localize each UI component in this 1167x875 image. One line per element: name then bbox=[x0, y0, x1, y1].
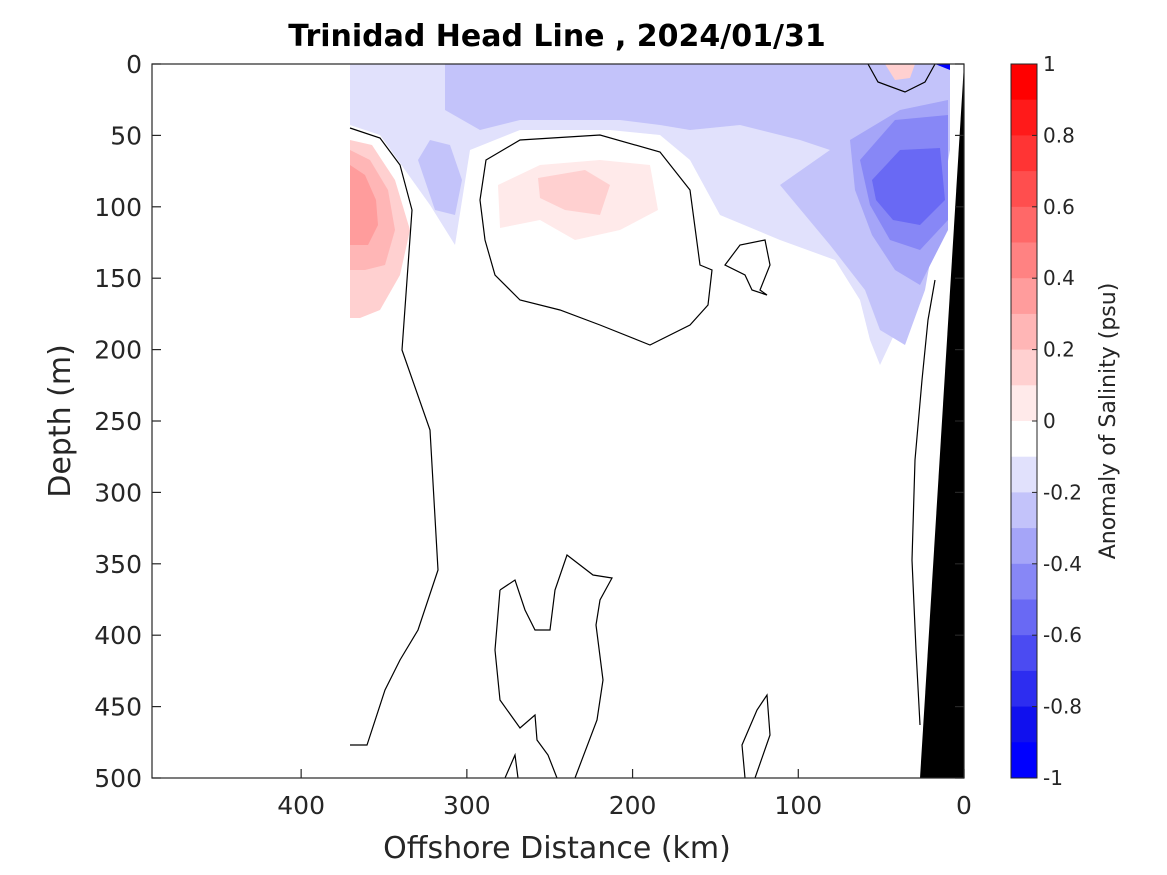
neg-anomaly-core bbox=[872, 148, 945, 225]
colorbar-segment bbox=[1011, 635, 1037, 672]
colorbar-tick-label: 0.8 bbox=[1043, 123, 1075, 147]
colorbar-segment bbox=[1011, 99, 1037, 136]
colorbar-tick-label: 1 bbox=[1043, 52, 1056, 76]
colorbar-tick-label: -0.6 bbox=[1043, 623, 1082, 647]
contour-fill-layer bbox=[350, 64, 950, 365]
colorbar-segment bbox=[1011, 742, 1037, 779]
y-tick-label: 0 bbox=[126, 50, 142, 79]
colorbar-segment bbox=[1011, 313, 1037, 351]
colorbar-label: Anomaly of Salinity (psu) bbox=[1096, 283, 1121, 560]
y-tick-label: 50 bbox=[110, 121, 142, 150]
zero-contour-mid-loop bbox=[479, 134, 713, 346]
colorbar-tick-label: -0.2 bbox=[1043, 480, 1082, 504]
y-tick-label: 300 bbox=[94, 478, 142, 507]
colorbar-tick-label: 0.6 bbox=[1043, 195, 1075, 219]
zero-contour-surface-coast bbox=[867, 63, 936, 93]
neg-anomaly-surface-coast bbox=[935, 64, 950, 70]
x-tick-label: 100 bbox=[774, 791, 822, 820]
pos-anomaly-core-mid bbox=[538, 170, 610, 215]
colorbar-segment bbox=[1011, 599, 1037, 636]
x-tick-label: 0 bbox=[956, 791, 972, 820]
colorbar-segment bbox=[1011, 456, 1037, 493]
colorbar-tick-label: -1 bbox=[1043, 766, 1063, 790]
colorbar-segment bbox=[1011, 171, 1037, 208]
colorbar: 1 0.8 0.6 0.4 0.2 0 -0.2 -0.4 -0.6 -0.8 -1 bbox=[1010, 52, 1082, 790]
x-axis-label: Offshore Distance (km) bbox=[383, 831, 731, 866]
colorbar-segment bbox=[1011, 64, 1037, 101]
x-tick-label: 300 bbox=[443, 791, 491, 820]
y-tick-label: 150 bbox=[94, 264, 142, 293]
neg-anomaly-region-moderate bbox=[445, 64, 950, 345]
colorbar-segment bbox=[1011, 385, 1037, 422]
colorbar-segment bbox=[1011, 349, 1037, 386]
x-axis: 400 300 200 100 0 bbox=[277, 769, 972, 820]
colorbar-segment bbox=[1011, 492, 1037, 529]
zero-contour-offshore bbox=[349, 127, 439, 746]
zero-contour-nearshore bbox=[911, 279, 936, 726]
chart-title: Trinidad Head Line , 2024/01/31 bbox=[288, 19, 825, 54]
y-tick-label: 400 bbox=[94, 621, 142, 650]
zero-contour-deep-left bbox=[504, 752, 519, 779]
colorbar-segment bbox=[1011, 563, 1037, 600]
y-axis: 0 50 100 150 200 250 300 350 400 450 500 bbox=[94, 50, 964, 793]
zero-contour-small-loop bbox=[724, 239, 771, 296]
colorbar-segment bbox=[1011, 670, 1037, 708]
colorbar-segment bbox=[1011, 528, 1037, 565]
zero-contour-lines bbox=[349, 63, 936, 779]
y-tick-label: 500 bbox=[94, 764, 142, 793]
x-tick-label: 400 bbox=[277, 791, 325, 820]
bathymetry-shelf bbox=[920, 64, 964, 778]
colorbar-tick-label: 0.2 bbox=[1043, 338, 1075, 362]
colorbar-tick-label: 0.4 bbox=[1043, 266, 1075, 290]
pos-anomaly-surface-coast bbox=[885, 64, 915, 80]
y-tick-label: 250 bbox=[94, 407, 142, 436]
colorbar-tick-label: -0.4 bbox=[1043, 552, 1082, 576]
y-tick-label: 350 bbox=[94, 550, 142, 579]
y-axis-label: Depth (m) bbox=[43, 344, 78, 498]
colorbar-segment bbox=[1011, 706, 1037, 743]
colorbar-segment bbox=[1011, 242, 1037, 279]
zero-contour-deep-loop bbox=[494, 554, 613, 779]
neg-anomaly-region-moderate-2 bbox=[418, 140, 462, 215]
colorbar-segment bbox=[1011, 206, 1037, 243]
y-tick-label: 200 bbox=[94, 336, 142, 365]
colorbar-segment bbox=[1011, 278, 1037, 315]
colorbar-tick-label: 0 bbox=[1043, 409, 1056, 433]
y-tick-label: 450 bbox=[94, 693, 142, 722]
pos-anomaly-core-offshore bbox=[350, 165, 378, 245]
colorbar-tick-label: -0.8 bbox=[1043, 695, 1082, 719]
x-tick-label: 200 bbox=[609, 791, 657, 820]
colorbar-segment bbox=[1011, 135, 1037, 172]
zero-contour-deep-right bbox=[741, 693, 771, 779]
colorbar-segment bbox=[1011, 421, 1037, 458]
y-tick-label: 100 bbox=[94, 193, 142, 222]
